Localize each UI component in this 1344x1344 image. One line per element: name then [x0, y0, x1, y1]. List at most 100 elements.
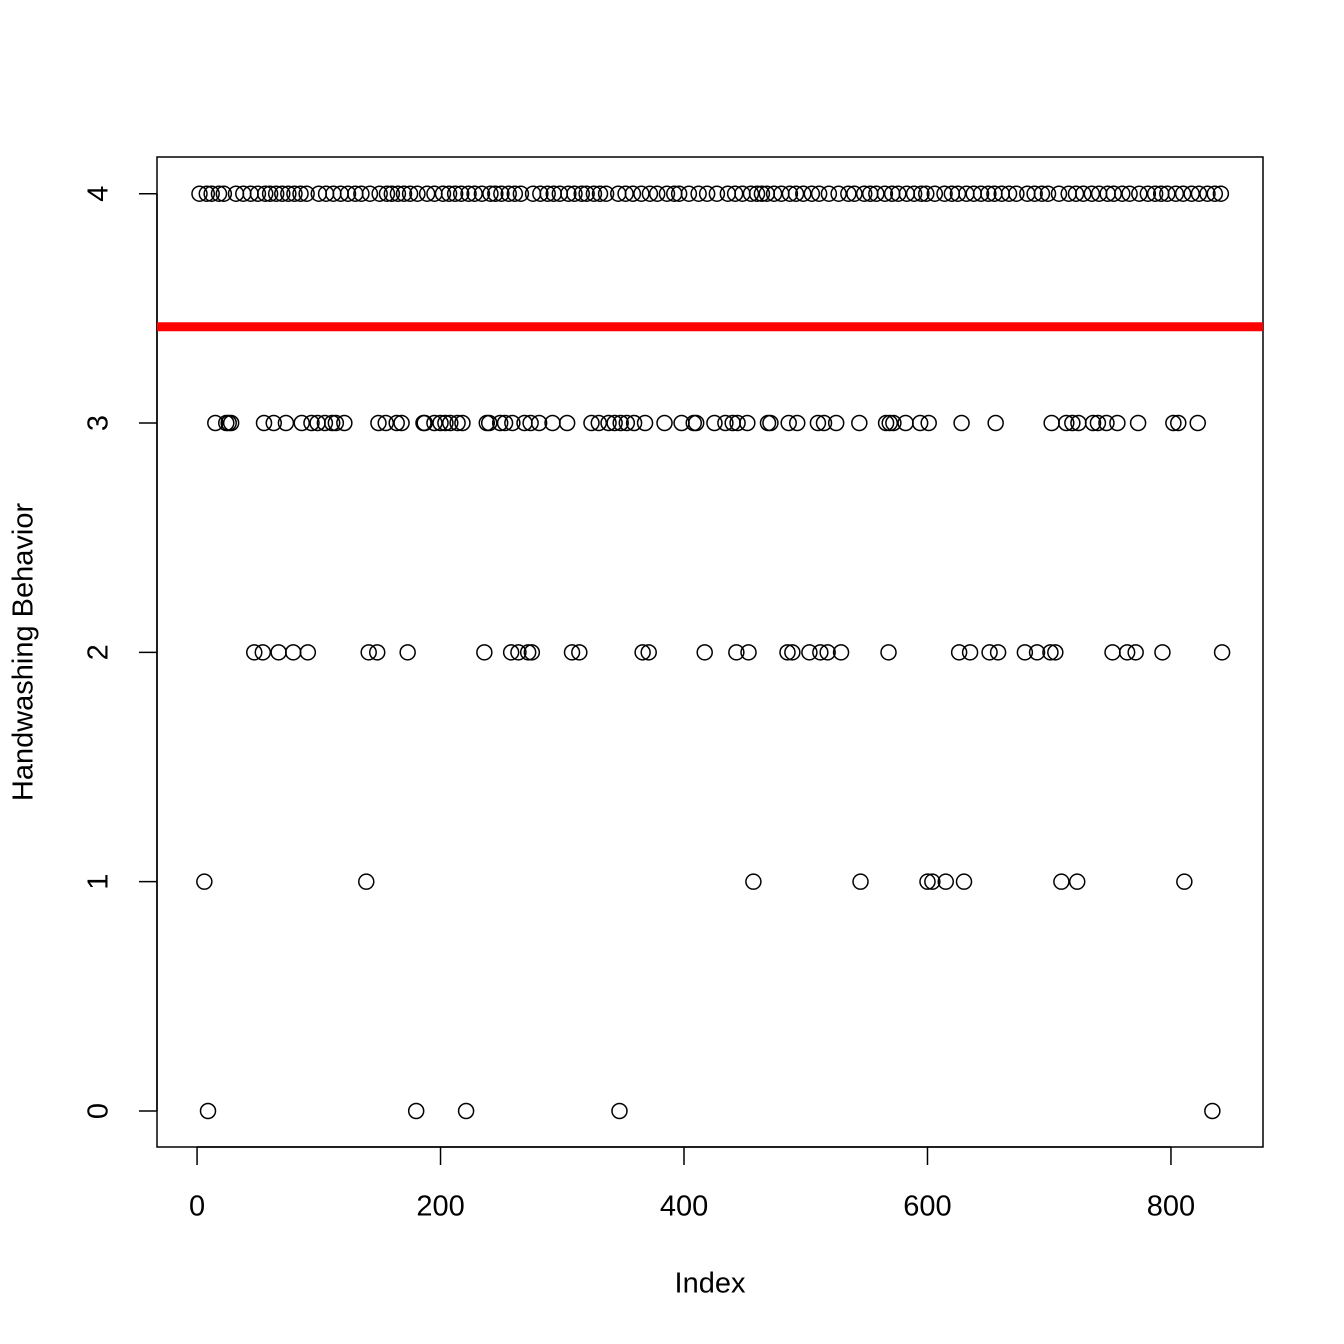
point — [299, 644, 317, 661]
point — [832, 644, 850, 661]
point — [1212, 185, 1230, 202]
point — [625, 414, 643, 432]
point — [1213, 644, 1231, 661]
point — [399, 644, 416, 661]
point — [493, 185, 510, 202]
point — [426, 414, 443, 432]
point — [377, 414, 394, 432]
point — [876, 185, 894, 202]
point — [846, 185, 863, 202]
point — [611, 1102, 628, 1120]
point — [1118, 644, 1136, 661]
point — [196, 873, 213, 890]
point — [780, 414, 797, 432]
point — [1067, 185, 1085, 202]
point — [670, 185, 688, 202]
point — [1098, 414, 1115, 432]
point — [519, 644, 537, 661]
point — [339, 185, 357, 202]
point — [1058, 414, 1075, 432]
point — [571, 644, 588, 661]
point — [728, 644, 745, 661]
point — [708, 185, 726, 202]
point — [987, 414, 1004, 432]
point — [687, 414, 705, 432]
point — [726, 185, 744, 202]
point — [600, 414, 617, 432]
point — [765, 185, 783, 202]
point — [781, 185, 799, 202]
point — [502, 644, 520, 661]
point — [1039, 185, 1057, 202]
point — [504, 414, 521, 432]
point — [1000, 185, 1018, 202]
point — [918, 185, 935, 202]
point — [442, 414, 459, 432]
point — [1121, 185, 1138, 202]
point — [1042, 644, 1059, 661]
point — [885, 414, 902, 432]
point — [787, 185, 805, 202]
point — [680, 185, 698, 202]
point — [1064, 414, 1081, 432]
point — [919, 873, 936, 890]
point — [742, 185, 760, 202]
point — [274, 185, 291, 202]
point — [690, 185, 707, 202]
point — [868, 185, 885, 202]
point — [482, 185, 499, 202]
point — [980, 185, 997, 202]
point — [1204, 1102, 1221, 1120]
point — [1131, 185, 1148, 202]
point — [1190, 185, 1208, 202]
point — [368, 644, 386, 661]
point — [249, 185, 267, 202]
point — [1026, 185, 1043, 202]
point — [1174, 185, 1192, 202]
point — [198, 185, 216, 202]
point — [327, 414, 345, 432]
plot-frame — [156, 156, 1264, 1148]
point — [819, 644, 836, 661]
point — [563, 644, 581, 661]
point — [578, 185, 595, 202]
point — [446, 185, 464, 202]
y-tick-label: 3 — [83, 415, 115, 431]
point — [323, 414, 341, 432]
point — [618, 414, 636, 432]
point — [1139, 185, 1157, 202]
y-tick-label: 4 — [83, 186, 115, 202]
point — [358, 873, 375, 890]
point — [1050, 185, 1068, 202]
point — [199, 1102, 217, 1120]
point — [454, 414, 471, 432]
point — [981, 644, 998, 661]
point — [612, 414, 629, 432]
point — [739, 414, 756, 432]
point — [583, 414, 600, 432]
point — [640, 644, 657, 661]
point — [820, 185, 838, 202]
point — [658, 185, 676, 202]
point — [476, 644, 493, 661]
point — [706, 414, 723, 432]
point — [972, 185, 990, 202]
point — [1053, 873, 1070, 890]
point — [1008, 185, 1025, 202]
point — [360, 644, 377, 661]
point — [795, 185, 812, 202]
point — [452, 185, 470, 202]
point — [466, 185, 483, 202]
point — [432, 414, 449, 432]
point — [388, 414, 405, 432]
point — [1104, 644, 1121, 661]
point — [1165, 414, 1182, 432]
point — [656, 414, 673, 432]
point — [457, 1102, 475, 1120]
point — [303, 414, 320, 432]
point — [510, 644, 527, 661]
point — [926, 185, 944, 202]
point — [270, 644, 287, 661]
point — [597, 185, 615, 202]
point — [920, 414, 937, 432]
